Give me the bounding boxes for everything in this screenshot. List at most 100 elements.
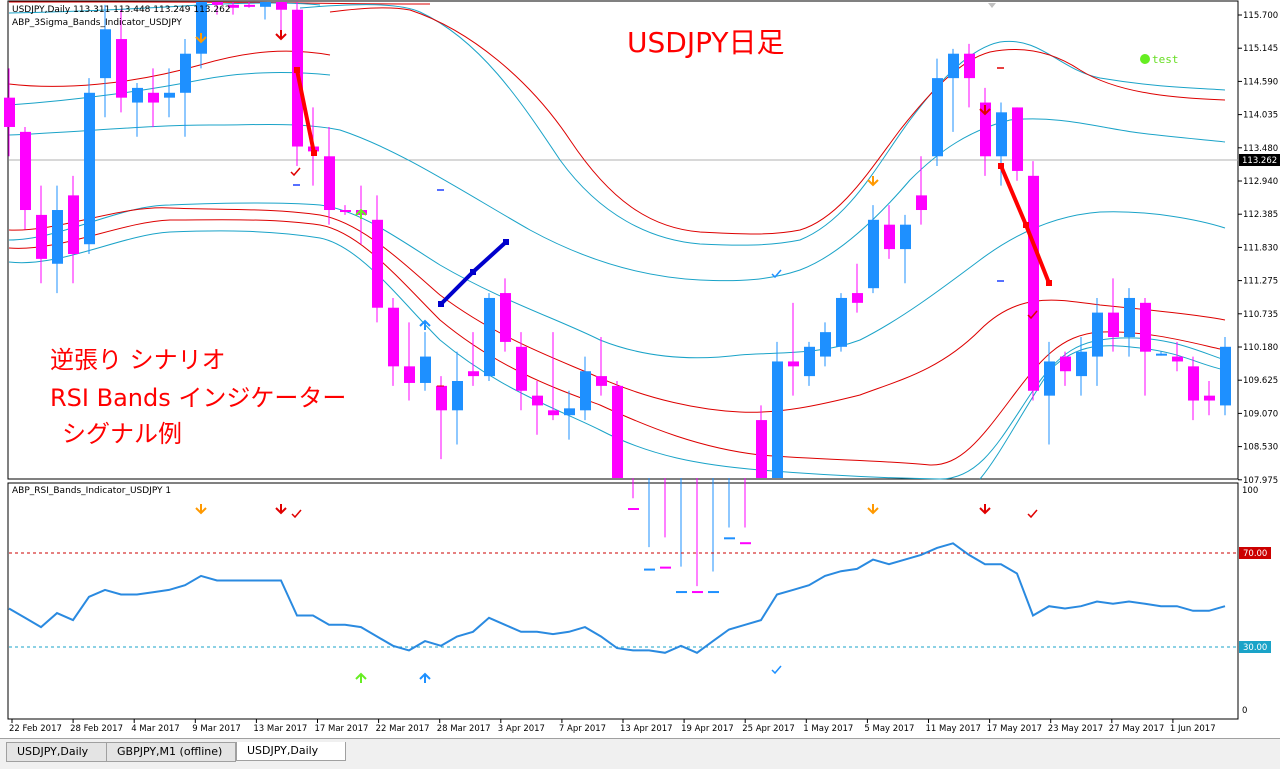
candle-body: [324, 156, 335, 211]
red-down-arrow-icon: [275, 504, 287, 515]
candle-body: [884, 224, 895, 250]
candle: [1156, 351, 1167, 356]
band-upper-red: [8, 50, 331, 87]
sell-signal-end-1: [311, 150, 317, 156]
buy-signal-end: [503, 239, 509, 245]
candle: [1060, 351, 1071, 386]
candle: [820, 322, 831, 367]
rsi-lower-level-label: 30.00: [1243, 643, 1267, 653]
candle: [68, 175, 79, 284]
date-tick-label: 1 Jun 2017: [1170, 724, 1216, 734]
candle-body: [180, 53, 191, 93]
candle: [372, 195, 383, 323]
main-indicator-label: ABP_3Sigma_Bands_Indicator_USDJPY: [12, 18, 182, 28]
candle: [436, 376, 447, 460]
candle-body: [1172, 356, 1183, 362]
date-tick-label: 11 May 2017: [926, 724, 981, 734]
candle-body: [980, 102, 991, 157]
candle: [724, 478, 735, 540]
candle: [1076, 337, 1087, 396]
annotation-line-3: シグナル例: [62, 420, 182, 448]
current-price-tag: [1239, 154, 1280, 166]
check-mark-icon: [290, 167, 301, 177]
green-up-arrow-icon: [355, 208, 367, 219]
candle: [980, 87, 991, 176]
check-mark-icon: [771, 269, 782, 279]
candle-body: [260, 2, 271, 7]
candle: [420, 332, 431, 391]
candle-body: [228, 4, 239, 8]
price-tick-label: 115.700: [1243, 11, 1278, 21]
signal-arrows-rsi: [195, 504, 1038, 683]
candle-body: [1092, 312, 1103, 357]
candle: [260, 2, 271, 20]
date-tick-label: 7 Apr 2017: [559, 724, 606, 734]
sell-signal-line-1: [295, 69, 316, 154]
candle: [996, 102, 1007, 186]
rsi-chart-frame[interactable]: [7, 482, 1239, 720]
candle: [900, 214, 911, 284]
candles: [4, 2, 1231, 594]
date-tick-label: 28 Mar 2017: [437, 724, 491, 734]
candle: [1012, 107, 1023, 181]
candle: [676, 478, 687, 594]
orange-down-arrow-icon: [867, 504, 879, 515]
candle-body: [1028, 175, 1039, 391]
candle-body: [1204, 395, 1215, 401]
candle: [884, 205, 895, 259]
candle: [1204, 380, 1215, 416]
scroll-marker-icon[interactable]: [988, 3, 996, 8]
candle-body: [964, 53, 975, 79]
candle: [452, 351, 463, 445]
candle-body: [1124, 297, 1135, 338]
tab-usdjpy-daily-2[interactable]: USDJPY,Daily: [236, 742, 346, 761]
sell-signal-end-2: [1046, 280, 1052, 286]
candle: [1188, 356, 1199, 421]
candle-body: [500, 293, 511, 342]
candle: [180, 39, 191, 137]
check-mark-icon: [291, 509, 302, 519]
candle: [1220, 337, 1231, 416]
check-mark-icon: [1027, 310, 1038, 320]
check-mark-icon: [771, 665, 782, 675]
price-tick-label: 109.625: [1243, 376, 1278, 386]
date-axis: 22 Feb 2017 28 Feb 2017 4 Mar 2017 9 Mar 20…: [9, 719, 1216, 734]
price-tick-label: 114.590: [1243, 77, 1278, 87]
date-tick-label: 22 Feb 2017: [9, 724, 62, 734]
candle-body: [164, 92, 175, 98]
tab-gbpjpy-m1[interactable]: GBPJPY,M1 (offline): [106, 742, 236, 762]
date-tick-label: 22 Mar 2017: [376, 724, 430, 734]
candle: [468, 332, 479, 386]
tab-usdjpy-daily-1[interactable]: USDJPY,Daily: [6, 742, 116, 762]
candle-body: [68, 195, 79, 254]
candle: [548, 332, 559, 421]
candle-body: [1220, 346, 1231, 406]
candle: [1044, 341, 1055, 445]
candle: [596, 337, 607, 396]
date-tick-label: 5 May 2017: [864, 724, 914, 734]
candle: [628, 478, 639, 511]
rsi-axis-bottom: 0: [1242, 706, 1247, 716]
candle: [164, 68, 175, 118]
candle-body: [916, 195, 927, 211]
candle-body: [868, 219, 879, 289]
candle-body: [276, 2, 287, 10]
candle: [564, 390, 575, 440]
candle: [708, 478, 719, 594]
date-tick-label: 4 Mar 2017: [131, 724, 179, 734]
candle: [1140, 297, 1151, 396]
candle-body: [724, 537, 735, 540]
current-price-label: 113.262: [1242, 156, 1277, 166]
signal-arrows-main: [195, 30, 1038, 387]
candle: [1172, 341, 1183, 372]
date-tick-label: 28 Feb 2017: [70, 724, 123, 734]
candle: [1124, 288, 1135, 357]
candle: [916, 156, 927, 225]
candle-body: [148, 92, 159, 103]
band-upper-blue-2: [299, 4, 1226, 246]
candle-body: [1076, 351, 1087, 377]
candle: [612, 380, 623, 478]
candle: [324, 126, 335, 225]
price-tick-label: 108.530: [1243, 443, 1278, 453]
